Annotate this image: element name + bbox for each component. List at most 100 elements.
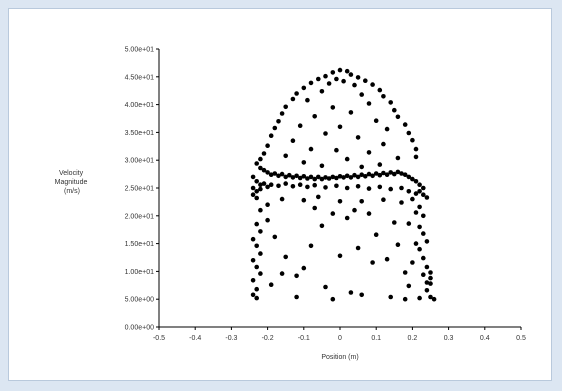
data-point (373, 118, 379, 123)
data-point (410, 137, 415, 143)
data-point (254, 221, 259, 227)
data-point (308, 146, 314, 152)
data-point (399, 171, 404, 176)
y-axis-title-line-2: Magnitude (55, 179, 88, 186)
data-point (388, 294, 394, 300)
data-point (294, 91, 299, 96)
x-tick-label: -0.1 (298, 335, 310, 342)
data-point (323, 185, 328, 190)
data-point (297, 123, 303, 128)
data-point (348, 110, 354, 115)
y-tick-label: 3.00e+01 (125, 158, 154, 165)
data-point (377, 162, 383, 167)
y-tick-label: 3.50e+01 (125, 130, 154, 137)
data-point (258, 182, 263, 187)
data-point (421, 272, 426, 278)
data-point (428, 294, 433, 300)
data-point (352, 172, 357, 178)
data-point (276, 183, 281, 189)
y-tick-label: 2.50e+01 (125, 186, 154, 193)
y-tick-label: 4.50e+01 (125, 74, 154, 81)
data-point (250, 292, 256, 298)
data-point (348, 290, 354, 295)
data-point (392, 107, 397, 113)
scatter-chart: 0.00e+00 5.00e+00 1.00e+01 1.50e+01 2.00e+01… (55, 47, 526, 362)
data-point (305, 97, 310, 103)
data-point (337, 124, 343, 130)
data-point (312, 182, 318, 188)
data-point (308, 243, 314, 249)
y-tick-label: 4.00e+01 (125, 102, 154, 109)
data-point (254, 189, 259, 194)
data-point (272, 125, 278, 131)
data-point (355, 135, 361, 140)
data-point (359, 292, 365, 298)
data-point (370, 173, 375, 179)
data-point (337, 199, 343, 204)
y-tick-label: 5.00e+00 (125, 297, 154, 304)
data-point (308, 80, 314, 86)
data-point (399, 200, 404, 205)
y-axis-title-line-3: (m/s) (64, 188, 80, 195)
data-point (279, 271, 285, 276)
data-point (417, 182, 422, 187)
data-point (276, 173, 281, 179)
y-tick-label: 2.00e+01 (125, 213, 154, 220)
data-point (268, 133, 274, 138)
data-point (428, 270, 433, 275)
data-point (388, 186, 394, 192)
data-point (297, 175, 303, 181)
data-point (334, 183, 339, 189)
data-point (283, 153, 289, 159)
data-point (301, 174, 307, 179)
data-point (359, 199, 365, 204)
data-point (250, 192, 256, 197)
data-point (421, 231, 426, 236)
data-point (410, 176, 415, 182)
data-point (301, 197, 307, 203)
data-point (323, 73, 328, 79)
data-point (413, 210, 419, 215)
data-point (421, 185, 426, 191)
data-point (316, 194, 321, 200)
data-point (344, 185, 350, 191)
data-point (312, 114, 318, 119)
data-point (290, 184, 296, 189)
axes (158, 49, 521, 328)
data-point (265, 202, 270, 207)
data-point (402, 172, 408, 177)
data-point (424, 288, 430, 293)
data-point (261, 167, 267, 173)
data-point (258, 251, 263, 256)
data-point (384, 126, 390, 132)
data-point (287, 172, 292, 178)
data-point (344, 215, 350, 221)
data-point (363, 174, 368, 179)
data-point (359, 164, 365, 170)
data-point (330, 296, 336, 302)
x-tick-label: -0.2 (262, 335, 274, 342)
data-point (341, 78, 346, 84)
data-point (421, 255, 426, 261)
x-tick-label: 0.5 (516, 335, 526, 342)
data-point (316, 174, 321, 180)
data-point (402, 296, 408, 302)
data-point (348, 175, 354, 180)
data-point (323, 175, 328, 180)
data-point (395, 114, 401, 120)
data-point (421, 213, 426, 219)
data-point (428, 275, 433, 281)
data-point (301, 160, 307, 165)
data-point (250, 236, 256, 242)
data-point (334, 76, 339, 82)
data-point (308, 174, 314, 180)
data-point (305, 184, 310, 190)
data-point (424, 239, 430, 244)
x-ticks: -0.5 -0.4 -0.3 -0.2 -0.1 0 0.1 0.2 0.3 0.4 0.5 (153, 327, 526, 342)
data-point (337, 67, 343, 73)
x-tick-label: 0.3 (444, 335, 454, 342)
data-point (279, 196, 285, 202)
data-point (258, 271, 263, 276)
data-point (366, 211, 372, 216)
data-point (265, 184, 270, 190)
